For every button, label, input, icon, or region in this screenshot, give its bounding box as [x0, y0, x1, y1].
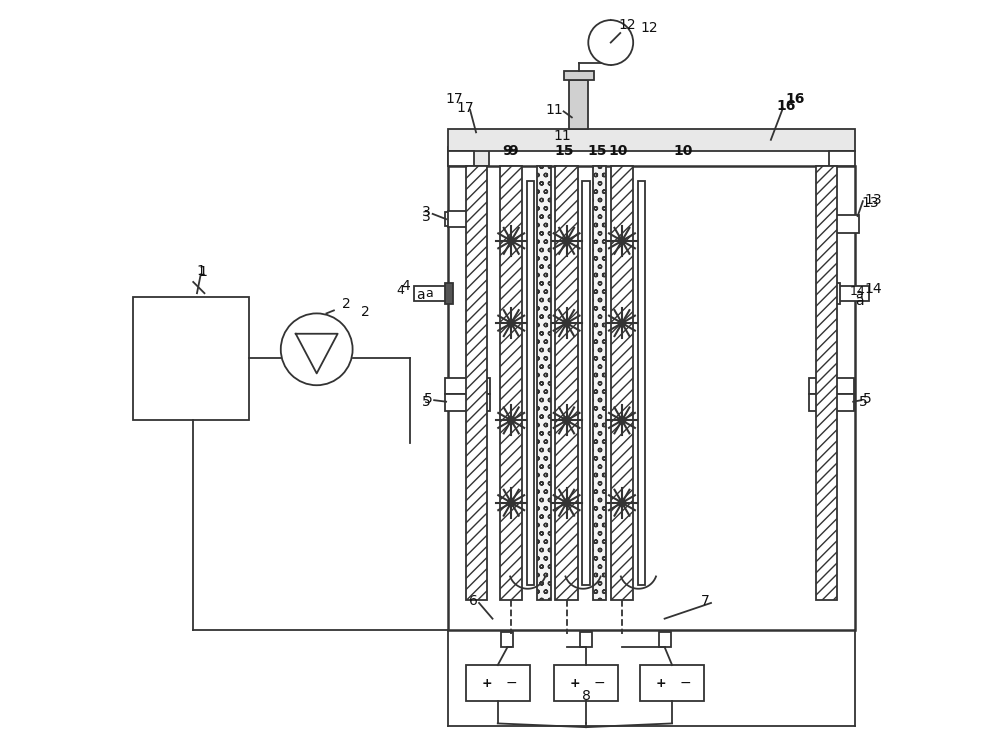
Text: 5: 5: [863, 393, 872, 406]
Circle shape: [507, 417, 515, 424]
Bar: [555, 166, 578, 600]
Text: a: a: [416, 288, 424, 303]
Text: 15: 15: [555, 144, 574, 158]
Text: 6: 6: [469, 595, 478, 608]
Bar: [466, 665, 530, 701]
Circle shape: [618, 499, 626, 506]
Text: 1: 1: [199, 265, 207, 279]
Bar: [445, 282, 453, 303]
Text: 14: 14: [864, 282, 882, 297]
Bar: [448, 151, 474, 166]
Circle shape: [507, 237, 515, 245]
Text: 9: 9: [509, 144, 518, 158]
Text: +: +: [481, 677, 492, 689]
Text: −: −: [594, 676, 605, 690]
Text: 16: 16: [776, 99, 796, 113]
Bar: [527, 181, 534, 585]
Text: 5: 5: [859, 395, 868, 409]
Bar: [500, 166, 522, 600]
Bar: [833, 282, 840, 303]
Bar: [448, 166, 855, 630]
Text: 9: 9: [503, 144, 512, 158]
Bar: [445, 378, 490, 394]
Text: 2: 2: [342, 297, 351, 312]
Text: 2: 2: [361, 305, 370, 319]
Circle shape: [618, 417, 626, 424]
Bar: [448, 211, 470, 228]
Bar: [448, 147, 489, 166]
Text: 5: 5: [424, 393, 433, 406]
Bar: [638, 181, 645, 585]
Bar: [569, 80, 588, 128]
Text: 17: 17: [456, 101, 474, 115]
Text: 4: 4: [401, 279, 410, 293]
Circle shape: [563, 237, 570, 245]
Bar: [445, 394, 490, 411]
Text: 16: 16: [786, 92, 805, 106]
Circle shape: [281, 313, 353, 385]
Circle shape: [563, 499, 570, 506]
Text: a: a: [425, 288, 433, 300]
Bar: [414, 285, 450, 300]
Text: −: −: [505, 676, 517, 690]
Text: 12: 12: [618, 18, 636, 32]
Bar: [582, 181, 590, 585]
Text: 3: 3: [422, 205, 431, 219]
Bar: [554, 665, 618, 701]
Text: 7: 7: [701, 595, 710, 608]
Bar: [564, 71, 594, 80]
Bar: [659, 632, 671, 647]
Text: +: +: [656, 677, 666, 689]
Text: 10: 10: [609, 144, 628, 158]
Circle shape: [507, 499, 515, 506]
Text: 13: 13: [864, 193, 882, 207]
Text: 10: 10: [674, 144, 693, 158]
Bar: [445, 213, 460, 226]
Bar: [593, 166, 606, 600]
Bar: [809, 378, 854, 394]
Text: a: a: [855, 294, 864, 308]
Bar: [580, 632, 592, 647]
Circle shape: [507, 319, 515, 327]
Circle shape: [563, 319, 570, 327]
Bar: [833, 285, 869, 300]
Text: 17: 17: [445, 92, 463, 106]
Bar: [537, 166, 551, 600]
Text: 15: 15: [588, 144, 607, 158]
Bar: [466, 166, 487, 600]
Text: 14: 14: [850, 285, 866, 298]
Circle shape: [588, 20, 633, 65]
Bar: [829, 151, 855, 166]
Bar: [829, 215, 859, 234]
Bar: [501, 632, 513, 647]
Circle shape: [618, 319, 626, 327]
Text: 11: 11: [545, 103, 563, 117]
Text: 8: 8: [582, 689, 590, 703]
Circle shape: [618, 237, 626, 245]
Text: 1: 1: [196, 264, 205, 278]
Text: a: a: [855, 288, 863, 301]
Bar: [448, 128, 855, 151]
Circle shape: [563, 417, 570, 424]
Bar: [133, 297, 249, 421]
Bar: [809, 394, 854, 411]
Text: −: −: [680, 676, 691, 690]
Text: 3: 3: [422, 210, 431, 224]
Bar: [816, 166, 837, 600]
Bar: [640, 665, 704, 701]
Text: 12: 12: [641, 20, 658, 35]
Text: 13: 13: [861, 197, 879, 210]
Text: 11: 11: [553, 129, 571, 143]
Text: 5: 5: [422, 395, 431, 409]
Text: 4: 4: [396, 285, 404, 297]
Text: +: +: [570, 677, 580, 689]
Bar: [611, 166, 633, 600]
